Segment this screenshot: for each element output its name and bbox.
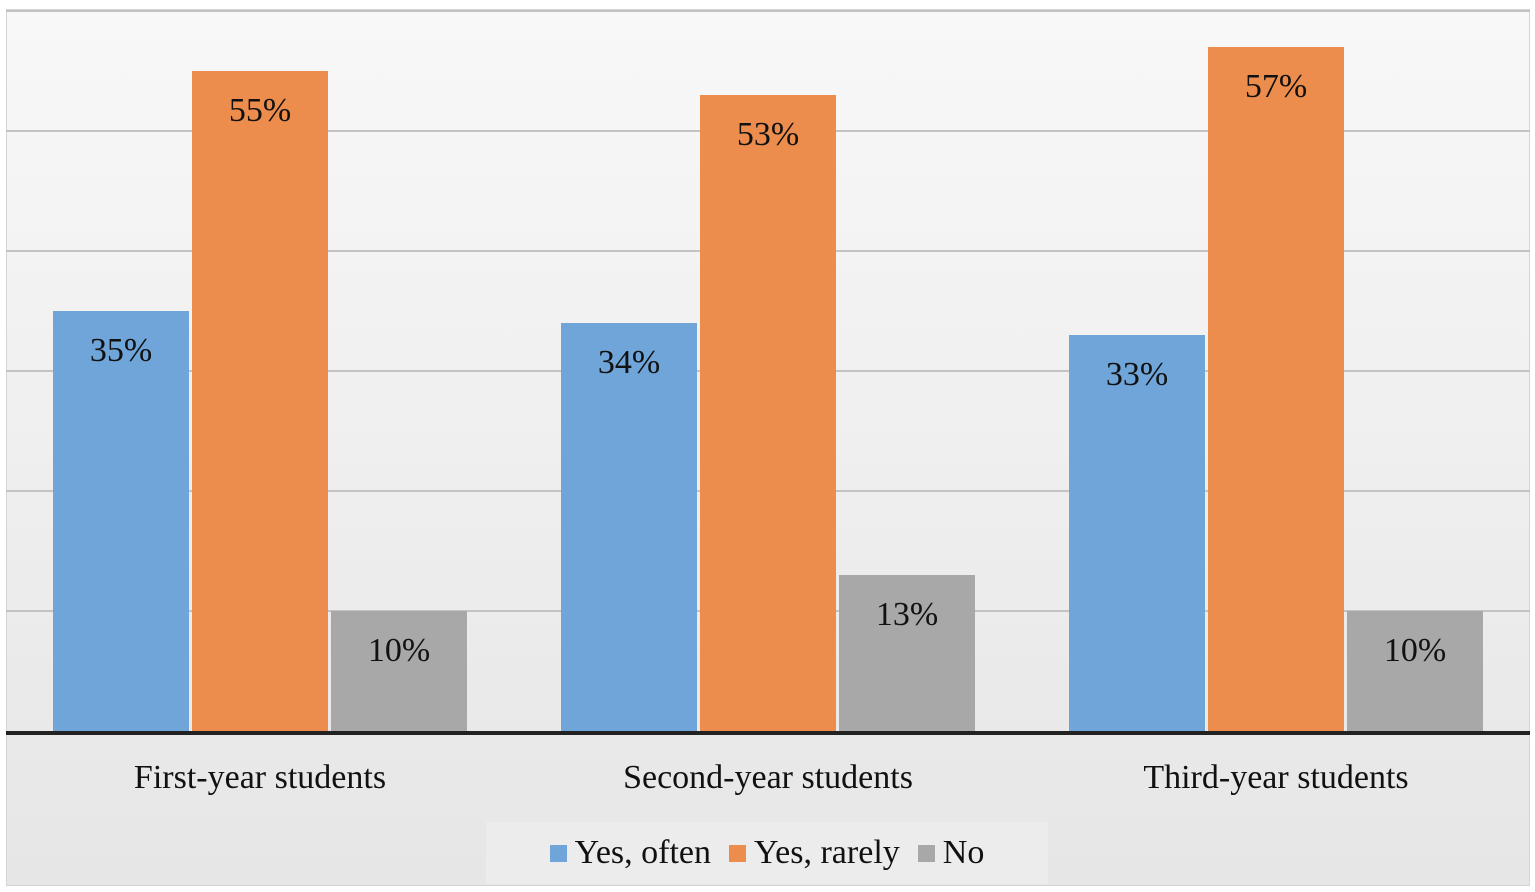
- data-label-yes-often: 35%: [90, 332, 152, 369]
- data-label-no: 10%: [368, 632, 430, 669]
- legend-label-no: No: [942, 834, 985, 871]
- legend-swatch-yes-often: [549, 844, 567, 862]
- bar-no: [1347, 611, 1483, 731]
- legend-swatch-yes-rarely: [729, 844, 747, 862]
- bar-yes-often: [53, 311, 189, 731]
- legend-item-yes-often: Yes, often: [549, 834, 712, 872]
- legend-item-no: No: [917, 834, 985, 872]
- legend: Yes, often Yes, rarely No: [486, 822, 1048, 884]
- category-label: First-year students: [134, 759, 386, 796]
- legend-label-yes-rarely: Yes, rarely: [754, 834, 900, 871]
- data-labels: 35% 55% 10% 34% 53% 13% 33% 57% 10%: [90, 68, 1446, 669]
- x-axis: First-year students Second-year students T…: [6, 731, 1530, 796]
- data-label-yes-often: 34%: [598, 344, 660, 381]
- data-label-yes-rarely: 57%: [1245, 68, 1307, 105]
- bar-yes-rarely: [192, 71, 328, 731]
- legend-label-yes-often: Yes, often: [574, 834, 712, 871]
- bar-yes-often: [561, 323, 697, 731]
- data-label-yes-rarely: 55%: [229, 92, 291, 129]
- data-label-no: 13%: [876, 596, 938, 633]
- data-label-no: 10%: [1384, 632, 1446, 669]
- category-label: Second-year students: [623, 759, 913, 796]
- bars: [53, 47, 1483, 731]
- legend-item-yes-rarely: Yes, rarely: [729, 834, 900, 872]
- data-label-yes-often: 33%: [1106, 356, 1168, 393]
- legend-swatch-no: [917, 844, 935, 862]
- bar-no: [331, 611, 467, 731]
- data-label-yes-rarely: 53%: [737, 116, 799, 153]
- bar-yes-rarely: [1208, 47, 1344, 731]
- bar-no: [839, 575, 975, 731]
- bar-yes-rarely: [700, 95, 836, 731]
- category-label: Third-year students: [1143, 759, 1408, 796]
- bar-yes-often: [1069, 335, 1205, 731]
